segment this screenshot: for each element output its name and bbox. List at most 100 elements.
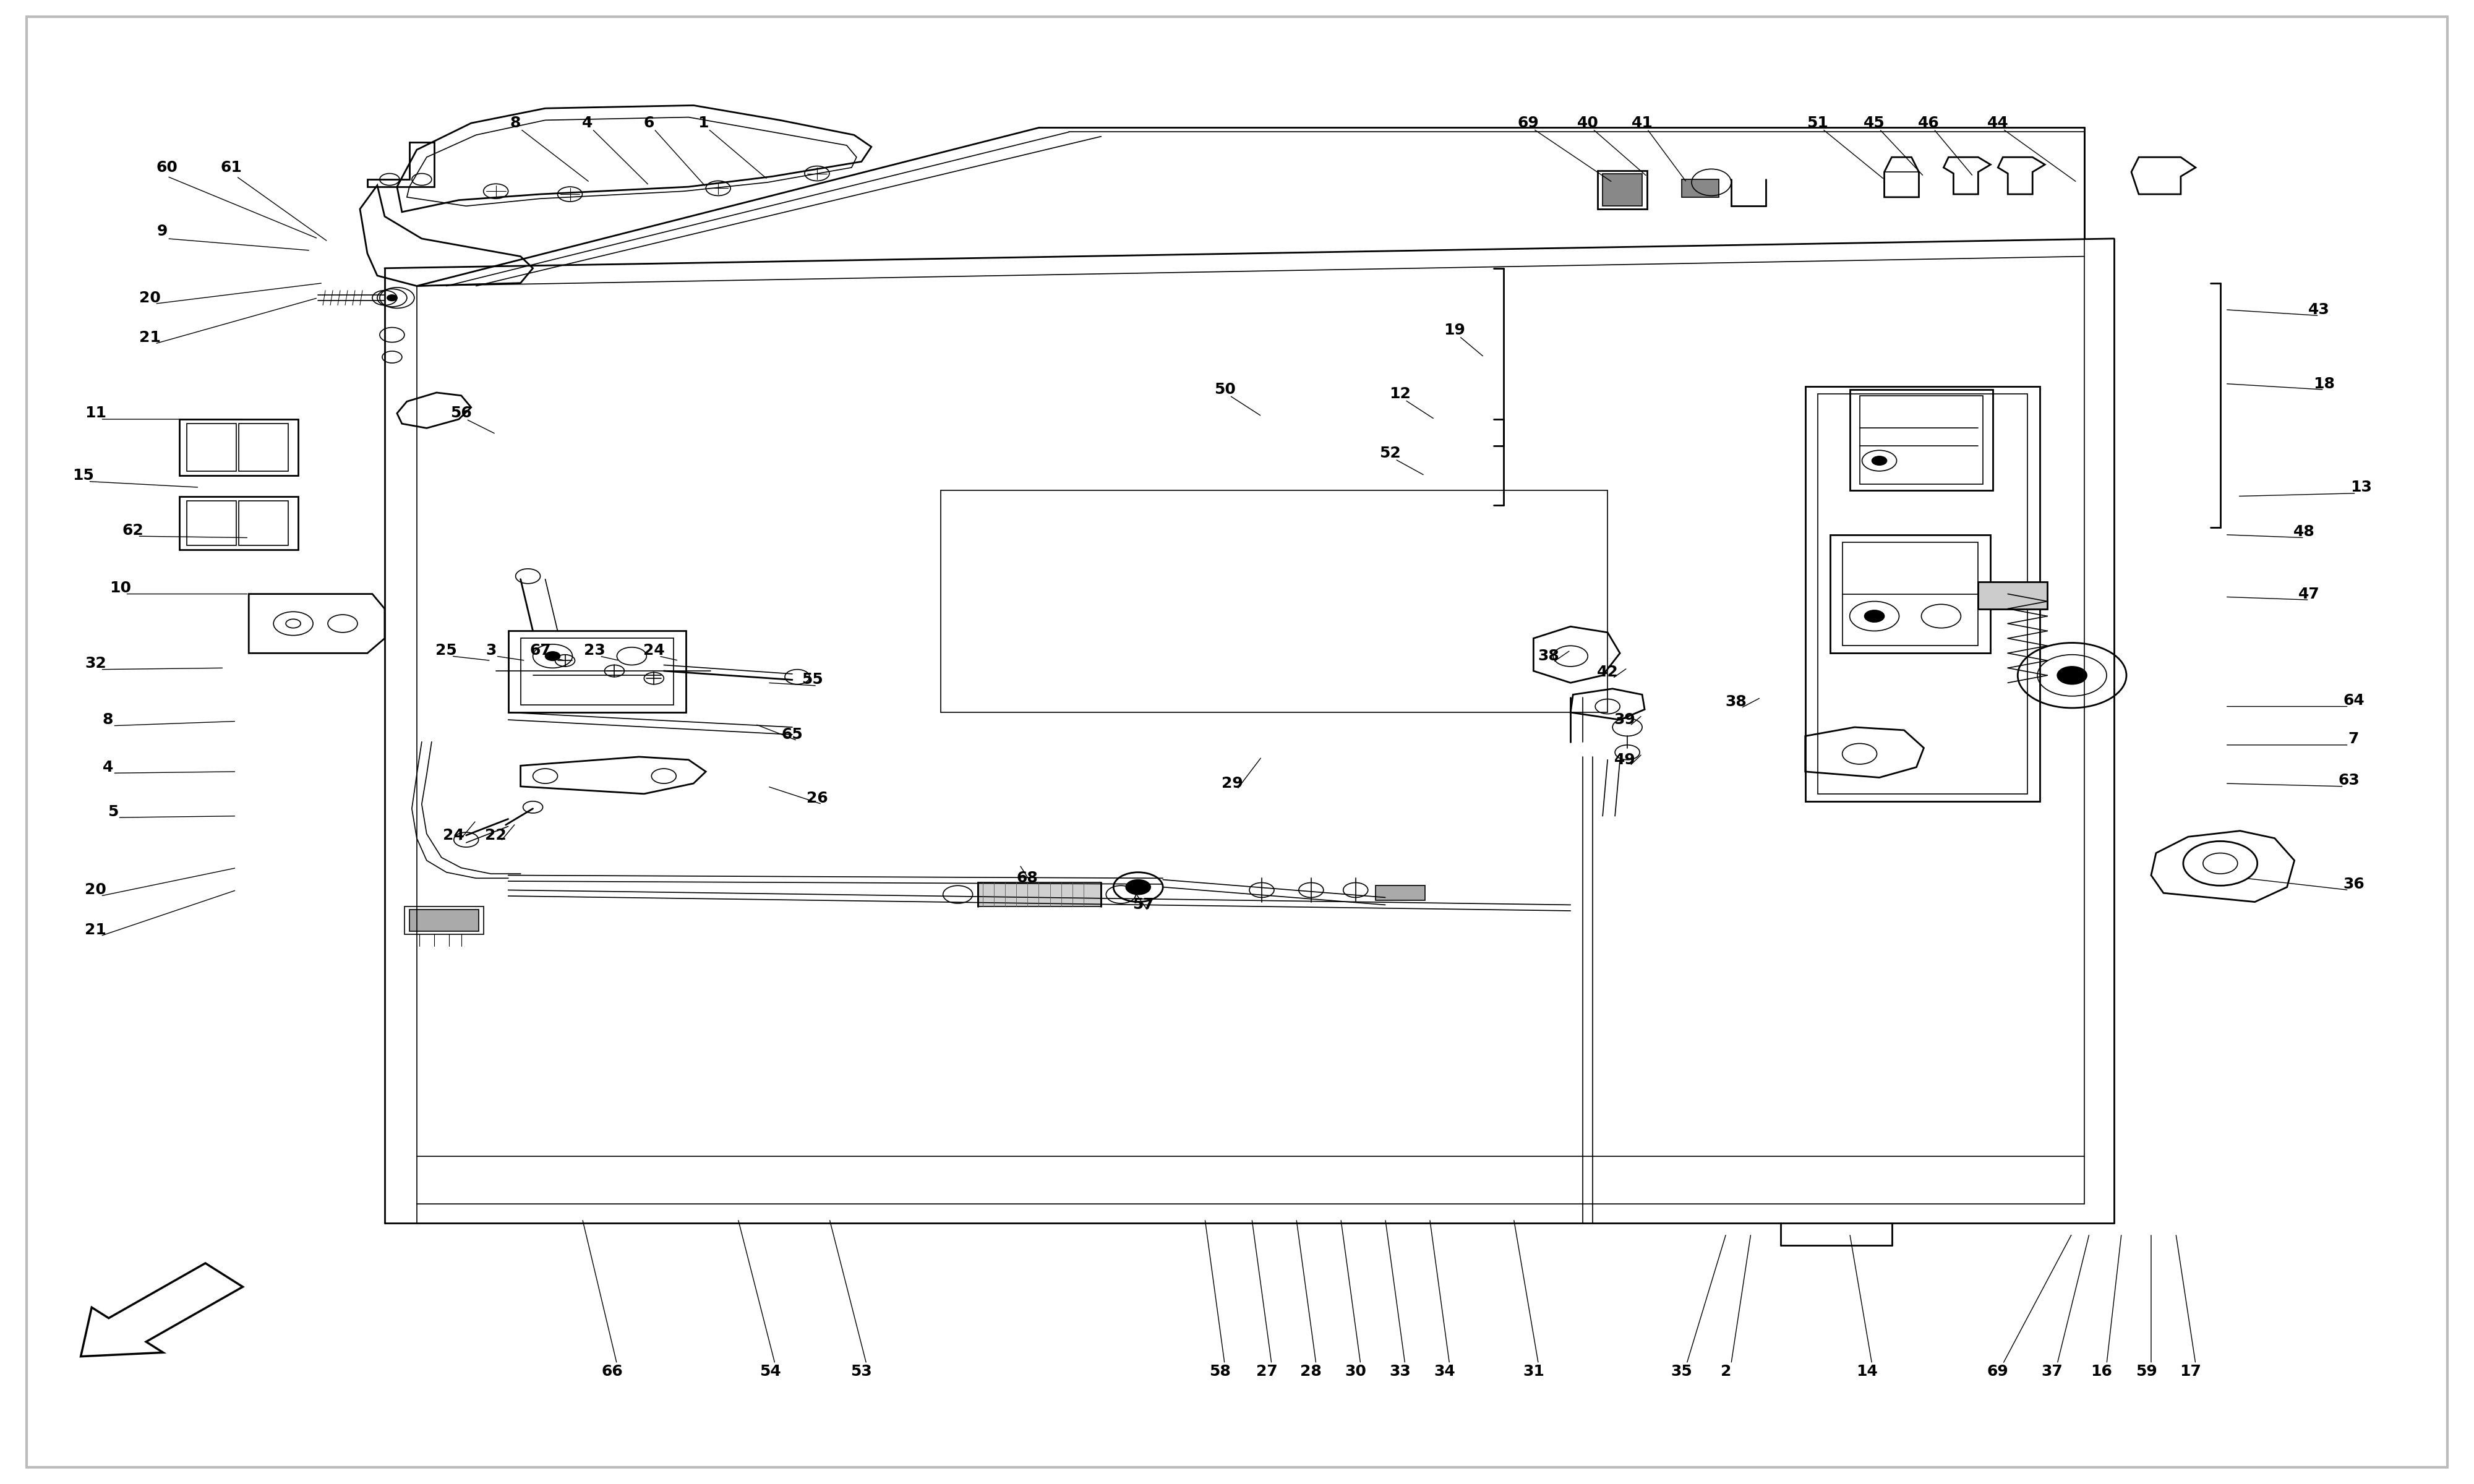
Bar: [1843, 542, 1979, 646]
Text: 42: 42: [1596, 665, 1618, 680]
Text: 65: 65: [782, 727, 804, 742]
Text: 35: 35: [1670, 1364, 1692, 1379]
Text: 1: 1: [698, 116, 708, 131]
Text: 10: 10: [109, 580, 131, 595]
Text: 49: 49: [1613, 752, 1635, 767]
Text: 53: 53: [851, 1364, 873, 1379]
Text: 50: 50: [1215, 383, 1235, 398]
Text: 69: 69: [1987, 1364, 2009, 1379]
Text: 7: 7: [2348, 732, 2360, 746]
Text: 57: 57: [1133, 898, 1153, 913]
Text: 11: 11: [84, 407, 106, 421]
Bar: [977, 883, 1101, 907]
Text: 67: 67: [529, 643, 552, 657]
Text: 44: 44: [1987, 116, 2009, 131]
Text: 54: 54: [760, 1364, 782, 1379]
Text: 36: 36: [2343, 877, 2365, 892]
Bar: [1979, 582, 2048, 608]
Text: 38: 38: [1724, 695, 1747, 709]
Text: 17: 17: [2180, 1364, 2202, 1379]
Bar: [1806, 387, 2041, 801]
Text: 25: 25: [435, 643, 458, 657]
Text: 59: 59: [2135, 1364, 2157, 1379]
Bar: [240, 423, 289, 470]
Text: 19: 19: [1445, 324, 1465, 338]
Text: 9: 9: [156, 224, 168, 239]
Text: 22: 22: [485, 828, 507, 843]
Bar: [1598, 171, 1648, 209]
Text: 26: 26: [807, 791, 829, 806]
Text: 3: 3: [485, 643, 497, 657]
Text: 12: 12: [1390, 387, 1410, 402]
Bar: [1376, 886, 1425, 901]
Text: 29: 29: [1222, 776, 1242, 791]
Text: 32: 32: [84, 656, 106, 671]
Text: 58: 58: [1210, 1364, 1230, 1379]
Bar: [1603, 174, 1643, 206]
Text: 64: 64: [2343, 693, 2365, 708]
Text: 28: 28: [1301, 1364, 1321, 1379]
Text: 27: 27: [1257, 1364, 1277, 1379]
Circle shape: [386, 295, 396, 301]
Text: 13: 13: [2350, 479, 2373, 494]
Text: 47: 47: [2298, 586, 2321, 601]
Text: 51: 51: [1806, 116, 1828, 131]
Text: 21: 21: [139, 331, 161, 346]
Text: 23: 23: [584, 643, 606, 657]
Text: 6: 6: [643, 116, 656, 131]
Text: 38: 38: [1536, 649, 1559, 663]
Circle shape: [544, 651, 559, 660]
Text: 31: 31: [1522, 1364, 1544, 1379]
Text: 40: 40: [1576, 116, 1598, 131]
Bar: [240, 500, 289, 545]
Text: 63: 63: [2338, 773, 2360, 788]
Text: 52: 52: [1380, 445, 1400, 460]
Bar: [403, 907, 482, 935]
Circle shape: [1873, 456, 1888, 464]
Text: 61: 61: [220, 160, 242, 175]
Text: 37: 37: [2041, 1364, 2063, 1379]
FancyArrow shape: [82, 1263, 242, 1356]
Bar: [408, 910, 477, 932]
Text: 15: 15: [72, 467, 94, 482]
Text: 30: 30: [1346, 1364, 1366, 1379]
Circle shape: [2058, 666, 2088, 684]
Text: 62: 62: [121, 522, 143, 537]
Text: 33: 33: [1390, 1364, 1410, 1379]
Text: 20: 20: [84, 883, 106, 898]
Text: 56: 56: [450, 407, 473, 421]
Text: 16: 16: [2091, 1364, 2113, 1379]
Text: 21: 21: [84, 923, 106, 938]
Text: 69: 69: [1517, 116, 1539, 131]
Circle shape: [1865, 610, 1885, 622]
Text: 14: 14: [1856, 1364, 1878, 1379]
Text: 46: 46: [1917, 116, 1940, 131]
Bar: [1831, 534, 1992, 653]
Text: 8: 8: [101, 712, 114, 727]
Bar: [1860, 396, 1984, 484]
Text: 41: 41: [1630, 116, 1653, 131]
Text: 24: 24: [443, 828, 465, 843]
Text: 60: 60: [156, 160, 178, 175]
Bar: [1851, 390, 1994, 490]
Text: 68: 68: [1017, 871, 1037, 886]
Bar: [188, 423, 238, 470]
Text: 4: 4: [581, 116, 594, 131]
Bar: [181, 420, 299, 475]
Bar: [1682, 180, 1719, 197]
Text: 48: 48: [2293, 524, 2316, 539]
Text: 18: 18: [2313, 377, 2335, 392]
Text: 66: 66: [601, 1364, 623, 1379]
Text: 34: 34: [1435, 1364, 1455, 1379]
Text: 2: 2: [1722, 1364, 1732, 1379]
Text: 55: 55: [802, 672, 824, 687]
Bar: [1818, 395, 2029, 794]
Bar: [507, 631, 685, 712]
Text: 5: 5: [106, 804, 119, 819]
Bar: [188, 500, 238, 545]
Text: 24: 24: [643, 643, 666, 657]
Bar: [181, 496, 299, 549]
Text: 39: 39: [1613, 712, 1635, 727]
Text: 4: 4: [101, 760, 114, 775]
Text: 43: 43: [2308, 303, 2331, 318]
